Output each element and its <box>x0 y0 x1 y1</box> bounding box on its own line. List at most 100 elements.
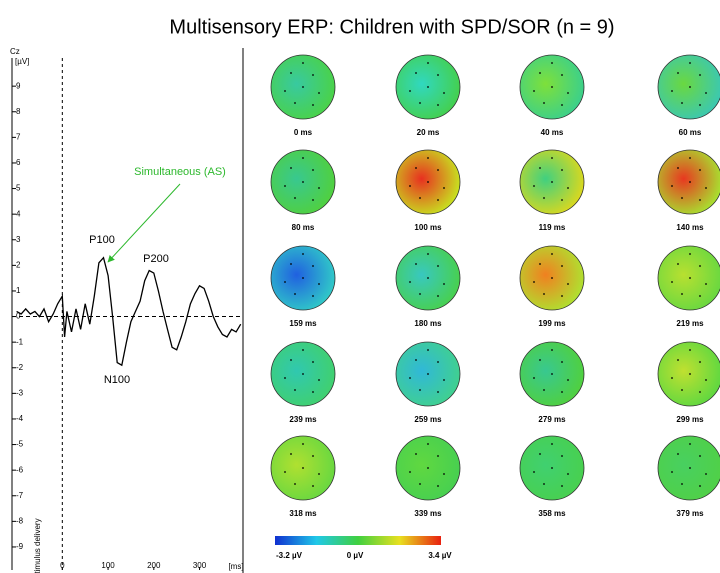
electrode <box>539 453 541 455</box>
electrode <box>419 389 421 391</box>
electrode <box>677 453 679 455</box>
topomap-label: 318 ms <box>289 509 317 518</box>
electrode <box>689 467 691 469</box>
electrode <box>312 199 314 201</box>
electrode <box>705 379 707 381</box>
electrode <box>689 86 691 88</box>
electrode <box>539 167 541 169</box>
electrode <box>681 102 683 104</box>
topomap-label: 80 ms <box>292 223 315 232</box>
electrode <box>539 359 541 361</box>
topomap-label: 358 ms <box>538 509 566 518</box>
electrode <box>419 483 421 485</box>
topomap <box>657 149 720 215</box>
electrode <box>290 453 292 455</box>
electrode <box>689 373 691 375</box>
colorbar <box>275 536 441 545</box>
electrode <box>437 199 439 201</box>
electrode <box>302 86 304 88</box>
electrode <box>437 265 439 267</box>
electrode <box>567 187 569 189</box>
electrode <box>437 74 439 76</box>
electrode <box>318 283 320 285</box>
electrode <box>437 361 439 363</box>
topomap-label: 199 ms <box>538 319 566 328</box>
electrode <box>415 72 417 74</box>
topomap <box>657 245 720 311</box>
y-tick-label: 6 <box>16 158 21 167</box>
annotation: Simultaneous (AS) <box>134 166 226 178</box>
electrode <box>284 185 286 187</box>
electrode <box>681 389 683 391</box>
electrode <box>551 443 553 445</box>
electrode <box>551 157 553 159</box>
annotation-arrow <box>107 183 181 263</box>
electrode <box>689 253 691 255</box>
electrode <box>415 167 417 169</box>
topomap <box>657 435 720 501</box>
electrode <box>312 265 314 267</box>
title: Multisensory ERP: Children with SPD/SOR … <box>169 16 614 38</box>
topomap <box>657 54 720 120</box>
electrode <box>419 197 421 199</box>
electrode <box>567 473 569 475</box>
annotation: N100 <box>104 374 130 386</box>
electrode <box>533 90 535 92</box>
electrode <box>415 263 417 265</box>
electrode <box>302 373 304 375</box>
y-tick-label: -8 <box>16 516 24 525</box>
electrode <box>437 391 439 393</box>
electrode <box>318 379 320 381</box>
electrode <box>699 485 701 487</box>
electrode <box>533 281 535 283</box>
electrode <box>290 167 292 169</box>
electrode <box>677 263 679 265</box>
electrode <box>318 92 320 94</box>
electrode <box>671 377 673 379</box>
electrode <box>699 391 701 393</box>
electrode <box>409 185 411 187</box>
y-tick-label: -9 <box>16 542 24 551</box>
electrode <box>533 185 535 187</box>
electrode <box>294 293 296 295</box>
electrode <box>561 485 563 487</box>
electrode <box>427 86 429 88</box>
electrode <box>302 157 304 159</box>
electrode <box>443 473 445 475</box>
electrode <box>427 277 429 279</box>
electrode <box>699 361 701 363</box>
electrode <box>427 373 429 375</box>
electrode <box>689 277 691 279</box>
electrode <box>409 471 411 473</box>
topomap-label: 40 ms <box>541 128 564 137</box>
electrode <box>443 379 445 381</box>
electrode <box>677 359 679 361</box>
electrode <box>551 62 553 64</box>
annotation: P200 <box>143 253 169 265</box>
erp-line <box>16 256 242 367</box>
electrode <box>312 169 314 171</box>
electrode <box>427 157 429 159</box>
colorbar-label: 3.4 µV <box>428 551 452 560</box>
electrode <box>681 293 683 295</box>
electrode <box>312 74 314 76</box>
electrode <box>302 181 304 183</box>
electrode <box>443 92 445 94</box>
electrode <box>302 253 304 255</box>
electrode <box>409 281 411 283</box>
y-tick-label: 7 <box>16 132 21 141</box>
electrode <box>312 295 314 297</box>
electrode <box>284 377 286 379</box>
electrode <box>561 455 563 457</box>
electrode <box>543 197 545 199</box>
y-tick-label: 2 <box>16 260 21 269</box>
topomap <box>657 341 720 407</box>
y-tick-label: -3 <box>16 388 24 397</box>
electrode <box>561 391 563 393</box>
electrode <box>699 104 701 106</box>
x-axis-label: [ms] <box>228 562 243 571</box>
electrode <box>567 92 569 94</box>
electrode <box>705 473 707 475</box>
electrode <box>551 277 553 279</box>
topomap-label: 299 ms <box>676 415 704 424</box>
